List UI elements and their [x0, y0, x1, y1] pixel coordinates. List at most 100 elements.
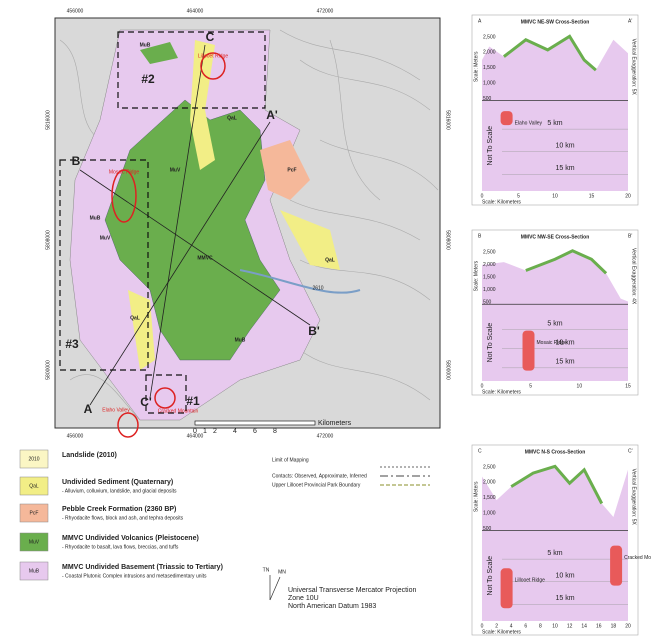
- x-tick-label: 20: [625, 193, 631, 199]
- grid-y-label: 5808000: [445, 230, 451, 250]
- grid-x-label: 456000: [67, 433, 84, 439]
- x-tick-label: 15: [625, 383, 631, 389]
- section-end: B': [308, 324, 320, 338]
- y-tick-label: 2,500: [483, 464, 496, 470]
- scale-unit: Kilometers: [318, 420, 352, 427]
- volcanic-profile: [482, 248, 628, 302]
- section-title: MMVC NE-SW Cross-Section: [521, 19, 590, 25]
- y-tick-label: 2,000: [483, 50, 496, 56]
- scale-tick: 6: [253, 428, 257, 435]
- section-place: Mosaic Ridge: [537, 340, 568, 346]
- sediment-unit: [280, 210, 340, 270]
- scale-tick: 8: [273, 428, 277, 435]
- unit-label: QaL: [325, 257, 335, 263]
- highlight-ellipses: [111, 52, 226, 438]
- x-tick-label: 10: [577, 383, 583, 389]
- x-tick-label: 10: [552, 193, 558, 199]
- unit-label: MuV: [170, 167, 181, 173]
- north-arrow: [269, 575, 281, 601]
- unit-code: MuV: [29, 539, 40, 545]
- y-tick-label: 500: [483, 96, 492, 102]
- x-tick-label: 0: [481, 623, 484, 629]
- unit-label: MuB: [90, 215, 101, 221]
- section-end: A': [628, 18, 632, 24]
- place-label: Lillooet Ridge: [198, 53, 229, 59]
- projection-text: Universal Transverse Mercator Projection: [288, 587, 416, 594]
- y-tick-label: 1,000: [483, 287, 496, 293]
- magma-body: [500, 111, 513, 126]
- grid-x-label: 456000: [67, 8, 84, 14]
- scale-tick: 2: [213, 428, 217, 435]
- projection-text: North American Datum 1983: [288, 603, 376, 610]
- line-legend-label: Contacts: Observed, Approximate, Inferre…: [272, 473, 367, 479]
- unit-title: MMVC Undivided Volcanics (Pleistocene): [62, 535, 199, 542]
- study-areas: [59, 31, 266, 414]
- unit-title: Landslide (2010): [62, 452, 117, 459]
- x-tick-label: 10: [552, 623, 558, 629]
- grid-x-label: 464000: [187, 433, 204, 439]
- north-label: TN: [263, 567, 270, 573]
- section-lines: [79, 44, 311, 406]
- scale-label: Scale: Kilometers: [482, 199, 521, 205]
- unit-desc: - Rhyodacite to basalt, lava flows, brec…: [62, 544, 179, 550]
- section-place: Cracked Mountain: [624, 555, 651, 561]
- unit-title: Pebble Creek Formation (2360 BP): [62, 506, 176, 513]
- place-label: Mosaic Ridge: [109, 169, 140, 175]
- x-tick-label: 15: [589, 193, 595, 199]
- not-to-scale: Not To Scale: [487, 556, 494, 596]
- x-tick-label: 16: [596, 623, 602, 629]
- scale-bar: [194, 420, 316, 426]
- magma-body: [522, 330, 535, 371]
- projection-text: Zone 10U: [288, 595, 319, 602]
- depth-label: 10 km: [555, 573, 574, 580]
- x-tick-label: 0: [481, 193, 484, 199]
- magma-body: [610, 545, 623, 586]
- section-end: A: [84, 402, 93, 416]
- y-tick-label: 1,500: [483, 65, 496, 71]
- contours: [59, 29, 439, 421]
- depth-label: 5 km: [547, 550, 562, 557]
- grid-y-label: 5808000: [45, 230, 51, 250]
- pebble-creek-unit: [260, 140, 310, 200]
- depth-label: 15 km: [555, 359, 574, 366]
- depth-label: 10 km: [555, 339, 574, 346]
- y-axis-label: Scale: Meters: [473, 260, 479, 291]
- grid-x-label: 464000: [187, 8, 204, 14]
- y-axis-label: Scale: Meters: [473, 51, 479, 82]
- unit-label: MMVC: [197, 255, 213, 261]
- not-to-scale: Not To Scale: [487, 126, 494, 166]
- y-tick-label: 1,000: [483, 80, 496, 86]
- volcanic-cap: [502, 34, 597, 72]
- elevation-label: 2610: [312, 285, 323, 291]
- x-tick-label: 12: [567, 623, 573, 629]
- section-end: C': [140, 395, 152, 409]
- depth-label: 15 km: [555, 595, 574, 602]
- place-label: Elaho Valley: [102, 407, 130, 413]
- scale-tick: 1: [203, 428, 207, 435]
- y-tick-label: 500: [483, 300, 492, 306]
- grid-x-label: 472000: [317, 433, 334, 439]
- y-tick-label: 2,500: [483, 34, 496, 40]
- section-place: Lillooet Ridge: [515, 578, 546, 584]
- area-label: #2: [141, 72, 155, 86]
- exaggeration: Vertical Exaggeration: 5X: [631, 39, 637, 96]
- unit-desc: - Coastal Plutonic Complex intrusions an…: [62, 573, 207, 579]
- unit-label: MuV: [100, 235, 111, 241]
- area-label: #3: [65, 337, 79, 351]
- place-label: Cracked Mountain: [158, 408, 199, 414]
- unit-title: Undivided Sediment (Quaternary): [62, 479, 173, 486]
- x-tick-label: 5: [529, 383, 532, 389]
- volcanic-cap: [510, 464, 604, 505]
- x-tick-label: 2: [495, 623, 498, 629]
- north-label: MN: [278, 569, 286, 575]
- y-tick-label: 2,000: [483, 262, 496, 268]
- unit-label: MuB: [140, 42, 151, 48]
- unit-desc: - Alluvium, colluvium, landslide, and gl…: [62, 488, 177, 494]
- unit-label: QaL: [130, 315, 140, 321]
- x-tick-label: 0: [481, 383, 484, 389]
- x-tick-label: 5: [517, 193, 520, 199]
- unit-code: PcF: [30, 510, 39, 516]
- scale-label: Scale: Kilometers: [482, 389, 521, 395]
- section-start: A: [478, 18, 482, 24]
